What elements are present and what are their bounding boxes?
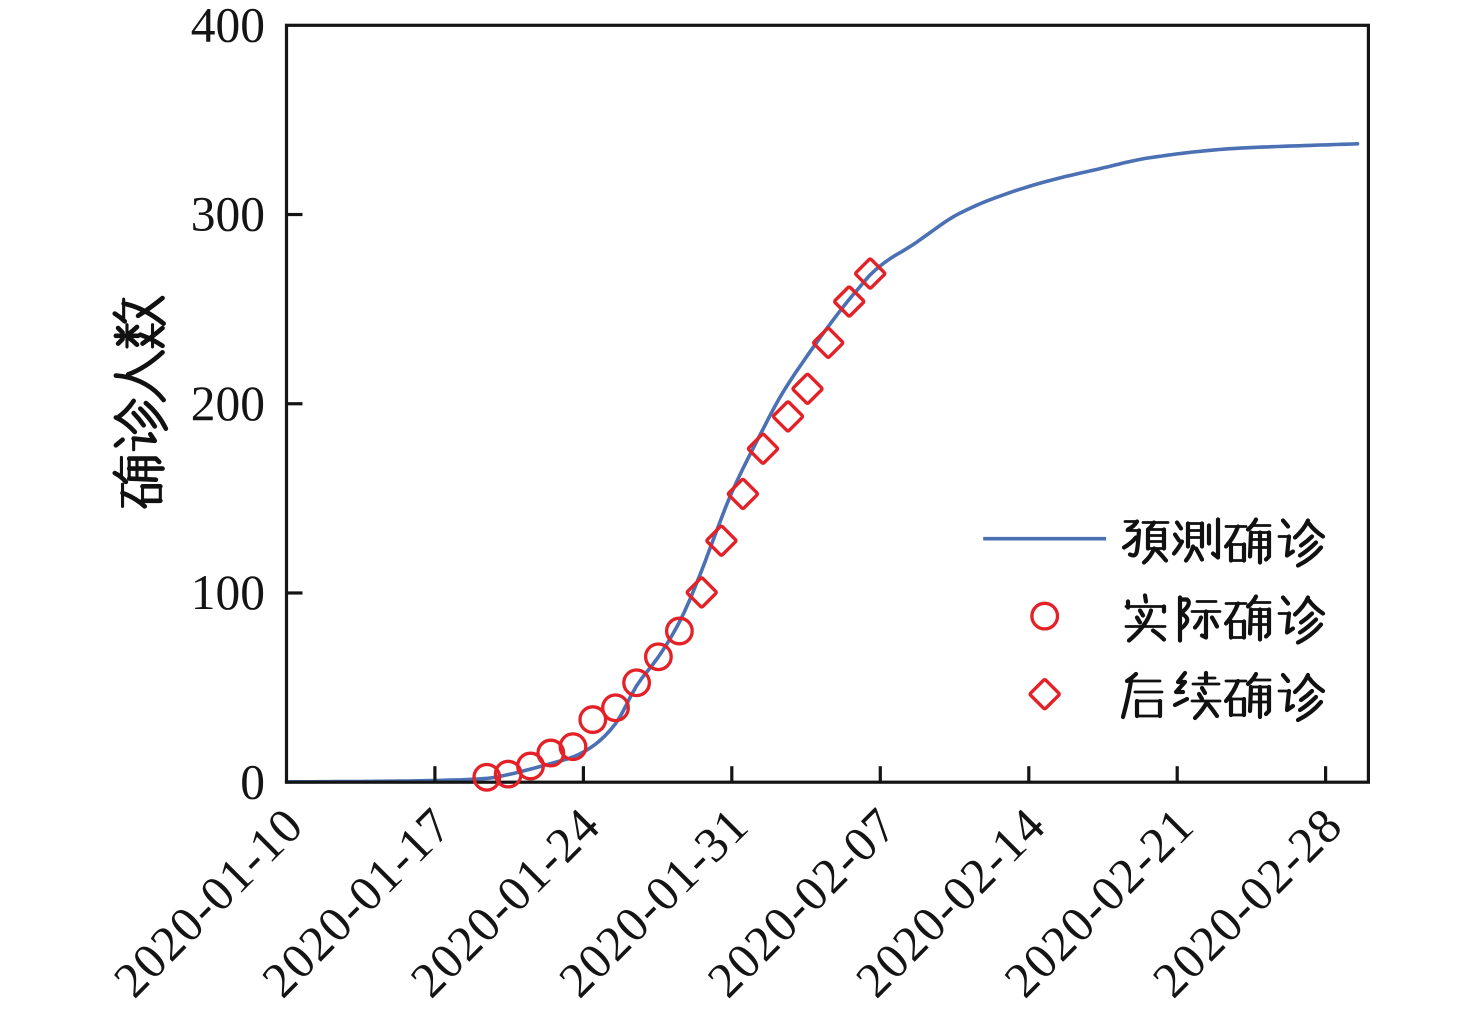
svg-text:100: 100: [191, 565, 265, 620]
svg-text:0: 0: [240, 754, 265, 809]
svg-text:400: 400: [191, 0, 265, 53]
svg-text:200: 200: [191, 376, 265, 431]
svg-text:300: 300: [191, 187, 265, 242]
